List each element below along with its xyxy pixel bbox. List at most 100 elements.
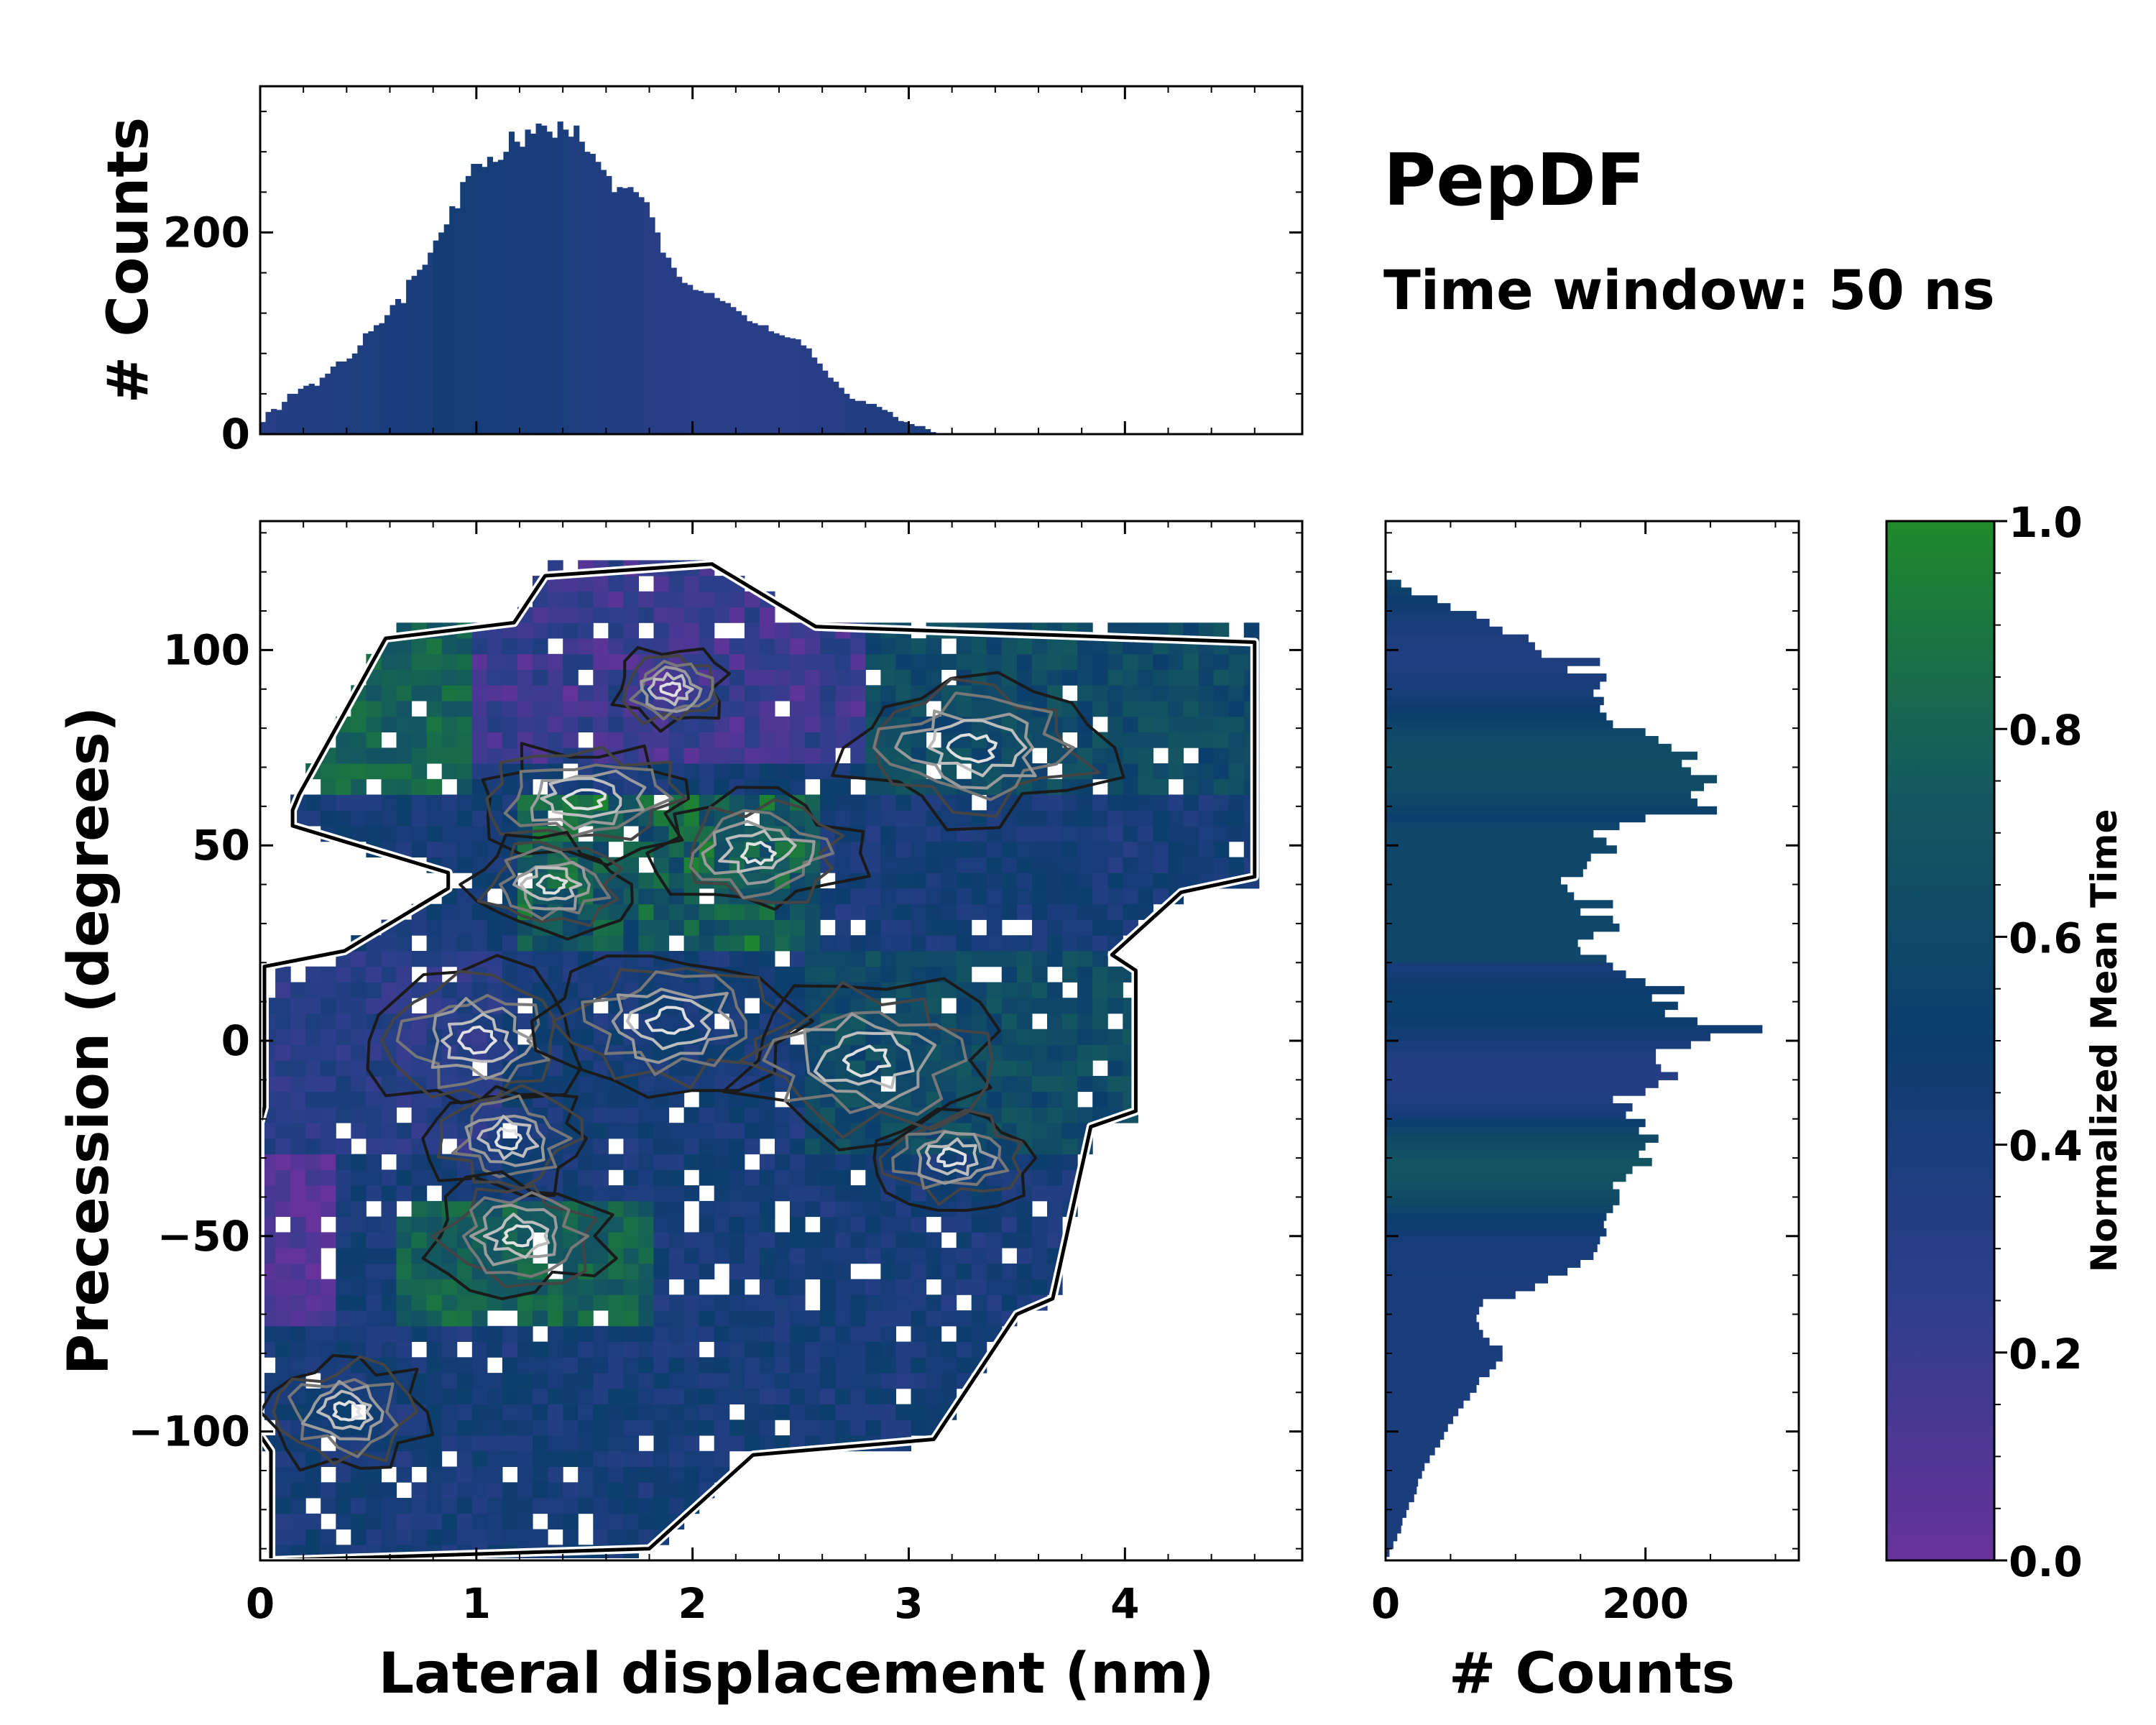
top-histogram-bar bbox=[643, 202, 650, 434]
heatmap-cell bbox=[1183, 826, 1199, 842]
density-contour bbox=[561, 788, 607, 811]
heatmap-cell bbox=[533, 669, 548, 686]
heatmap-cell bbox=[517, 1450, 533, 1467]
heatmap-cell bbox=[396, 919, 413, 936]
heatmap-cell bbox=[1213, 857, 1230, 873]
heatmap-cell bbox=[638, 1513, 655, 1530]
density-contour bbox=[611, 988, 738, 1064]
heatmap-cell bbox=[1198, 841, 1215, 857]
heatmap-cell bbox=[262, 1216, 276, 1233]
heatmap-cell bbox=[790, 1060, 806, 1077]
heatmap-cell bbox=[608, 1498, 624, 1514]
side-histogram-bar bbox=[1386, 696, 1604, 706]
heatmap-cell bbox=[1213, 669, 1230, 686]
heatmap-cell bbox=[275, 1091, 291, 1108]
side-histogram-bar bbox=[1386, 908, 1581, 916]
heatmap-cell bbox=[275, 1498, 291, 1514]
top-histogram-bar bbox=[406, 280, 413, 434]
heatmap-cell bbox=[336, 1216, 351, 1233]
heatmap-cell bbox=[1107, 669, 1123, 686]
heatmap-cell bbox=[1107, 873, 1123, 889]
density-contour bbox=[512, 860, 591, 911]
heatmap-cell bbox=[1198, 716, 1215, 732]
heatmap-cell bbox=[880, 1357, 896, 1374]
heatmap-cell bbox=[895, 919, 911, 936]
density-contour bbox=[481, 742, 690, 867]
heatmap-cell bbox=[262, 1373, 276, 1389]
side-histogram-bar bbox=[1386, 822, 1620, 831]
side-histogram-bar bbox=[1386, 1517, 1403, 1526]
heatmap-cell bbox=[744, 748, 760, 764]
heatmap-cell bbox=[699, 1075, 715, 1092]
heatmap-cell bbox=[744, 1232, 760, 1248]
heatmap-cell bbox=[729, 763, 745, 780]
heatmap-cell bbox=[865, 826, 881, 842]
heatmap-cell bbox=[744, 1123, 760, 1139]
heatmap-cell bbox=[683, 810, 700, 827]
heatmap-cell bbox=[336, 1060, 351, 1077]
heatmap-cell bbox=[321, 1060, 336, 1077]
heatmap-cell bbox=[941, 857, 957, 873]
heatmap-cell bbox=[653, 935, 670, 952]
heatmap-cell bbox=[381, 1529, 397, 1545]
heatmap-cell bbox=[336, 1263, 351, 1280]
side-histogram-bar bbox=[1386, 1509, 1406, 1518]
heatmap-cell bbox=[729, 1310, 745, 1327]
heatmap-cell bbox=[533, 857, 548, 873]
heatmap-cell bbox=[456, 1013, 473, 1030]
heatmap-cell bbox=[775, 1435, 791, 1452]
side-histogram-bar bbox=[1386, 642, 1535, 650]
heatmap-cell bbox=[502, 638, 518, 655]
heatmap-cell bbox=[668, 1310, 685, 1327]
heatmap-cell bbox=[956, 1310, 972, 1327]
heatmap-cell bbox=[563, 1357, 579, 1374]
heatmap-cell bbox=[351, 826, 367, 842]
heatmap-cell bbox=[1001, 1232, 1018, 1248]
heatmap-cell bbox=[471, 1498, 488, 1514]
heatmap-cell bbox=[1077, 732, 1093, 748]
heatmap-cell bbox=[593, 903, 609, 920]
heatmap-cell bbox=[941, 903, 957, 920]
side-histogram-bar bbox=[1386, 1181, 1613, 1190]
heatmap-cell bbox=[699, 716, 715, 732]
heatmap-cell bbox=[865, 1185, 881, 1202]
heatmap-cell bbox=[456, 732, 473, 748]
heatmap-cell bbox=[683, 1123, 700, 1139]
heatmap-cell bbox=[381, 1341, 397, 1358]
heatmap-cell bbox=[683, 669, 700, 686]
heatmap-cell bbox=[714, 903, 730, 920]
heatmap-cell bbox=[986, 888, 1003, 905]
heatmap-cell bbox=[926, 826, 942, 842]
heatmap-cell bbox=[396, 778, 413, 795]
heatmap-cell bbox=[1016, 1075, 1033, 1092]
heatmap-cell bbox=[895, 951, 911, 967]
heatmap-cell bbox=[835, 1325, 851, 1342]
heatmap-cell bbox=[638, 935, 655, 952]
heatmap-cell bbox=[275, 998, 291, 1014]
heatmap-cell bbox=[578, 966, 594, 983]
top-histogram-bar bbox=[638, 197, 645, 434]
heatmap-cell bbox=[668, 873, 685, 889]
heatmap-cell bbox=[578, 638, 594, 655]
heatmap-cell bbox=[1001, 1107, 1018, 1123]
heatmap-cell bbox=[517, 1013, 533, 1030]
side-histogram-bar bbox=[1386, 939, 1578, 948]
heatmap-cell bbox=[290, 1513, 306, 1530]
heatmap-cell bbox=[487, 701, 503, 717]
heatmap-cell bbox=[714, 1123, 730, 1139]
side-histogram-bar bbox=[1386, 1494, 1414, 1503]
side-histogram-bar bbox=[1386, 1173, 1626, 1182]
top-histogram-bar bbox=[492, 162, 499, 434]
side-histogram-bar bbox=[1386, 1243, 1598, 1253]
heatmap-cell bbox=[744, 1013, 760, 1030]
heatmap-cell bbox=[366, 1107, 382, 1123]
heatmap-cell bbox=[1183, 763, 1199, 780]
side-histogram-bar bbox=[1386, 916, 1613, 924]
heatmap-cell bbox=[790, 1294, 806, 1311]
heatmap-cell bbox=[305, 1263, 321, 1280]
heatmap-cell bbox=[1092, 998, 1108, 1014]
heatmap-cell bbox=[638, 1341, 655, 1358]
heatmap-cell bbox=[623, 1123, 639, 1139]
heatmap-cell bbox=[941, 1263, 957, 1280]
heatmap-cell bbox=[305, 1185, 321, 1202]
